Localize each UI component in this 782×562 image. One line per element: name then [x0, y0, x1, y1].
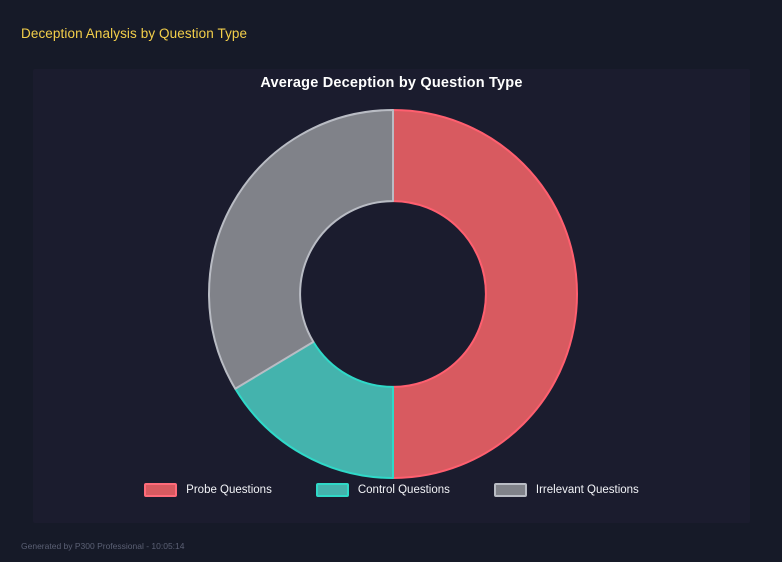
chart-legend: Probe Questions Control Questions Irrele… — [33, 483, 750, 497]
legend-swatch-probe-questions — [144, 483, 178, 497]
legend-item-probe-questions[interactable]: Probe Questions — [144, 483, 272, 497]
legend-item-irrelevant-questions[interactable]: Irrelevant Questions — [493, 483, 639, 497]
legend-label-probe-questions: Probe Questions — [186, 484, 272, 496]
legend-label-irrelevant-questions: Irrelevant Questions — [535, 484, 639, 496]
legend-swatch-control-questions — [315, 483, 349, 497]
donut-slice-group — [208, 109, 578, 479]
donut-chart — [33, 69, 750, 523]
donut-slice-irrelevant-questions[interactable] — [208, 109, 394, 390]
legend-swatch-irrelevant-questions — [493, 483, 527, 497]
legend-label-control-questions: Control Questions — [357, 484, 450, 496]
page-title: Deception Analysis by Question Type — [21, 26, 248, 41]
donut-slice-control-questions[interactable] — [234, 340, 394, 479]
chart-panel: Average Deception by Question Type Probe… — [33, 69, 750, 523]
footer-note: Generated by P300 Professional - 10:05:1… — [21, 541, 185, 551]
legend-item-control-questions[interactable]: Control Questions — [315, 483, 450, 497]
donut-slice-probe-questions[interactable] — [392, 109, 578, 479]
chart-title: Average Deception by Question Type — [260, 75, 523, 91]
donut-chart-svg — [208, 109, 578, 479]
